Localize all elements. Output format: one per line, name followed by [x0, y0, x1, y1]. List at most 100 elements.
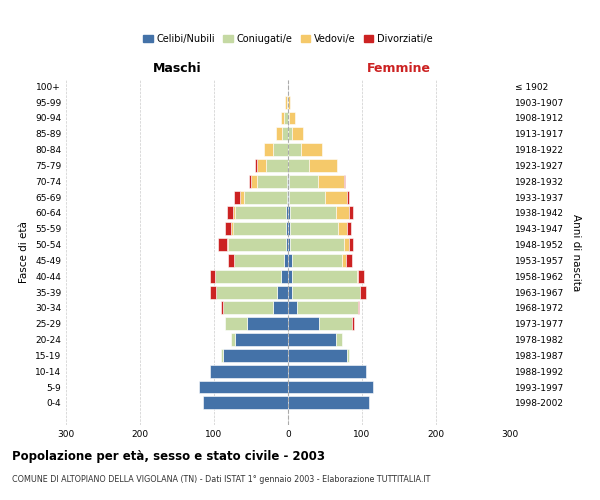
- Bar: [228, 238, 286, 251]
- Bar: [221, 349, 223, 362]
- Bar: [285, 96, 287, 108]
- Bar: [346, 254, 352, 267]
- Bar: [273, 302, 288, 314]
- Bar: [273, 143, 288, 156]
- Bar: [289, 112, 295, 124]
- Bar: [288, 175, 289, 188]
- Bar: [281, 270, 288, 282]
- Bar: [240, 190, 244, 203]
- Bar: [265, 143, 273, 156]
- Bar: [281, 112, 284, 124]
- Bar: [290, 222, 338, 235]
- Bar: [347, 349, 349, 362]
- Bar: [277, 286, 288, 298]
- Bar: [343, 175, 345, 188]
- Bar: [317, 175, 343, 188]
- Bar: [235, 333, 288, 346]
- Bar: [234, 190, 240, 203]
- Bar: [210, 286, 216, 298]
- Bar: [218, 238, 227, 251]
- Bar: [232, 222, 286, 235]
- Bar: [288, 254, 292, 267]
- Bar: [288, 270, 292, 282]
- Bar: [342, 254, 346, 267]
- Bar: [244, 190, 287, 203]
- Bar: [358, 270, 364, 282]
- Bar: [319, 317, 352, 330]
- Bar: [210, 364, 288, 378]
- Bar: [358, 302, 359, 314]
- Bar: [288, 128, 292, 140]
- Bar: [289, 190, 325, 203]
- Bar: [287, 96, 288, 108]
- Bar: [288, 222, 290, 235]
- Bar: [288, 238, 290, 251]
- Bar: [292, 254, 342, 267]
- Bar: [203, 396, 288, 409]
- Bar: [297, 302, 358, 314]
- Bar: [336, 206, 349, 220]
- Bar: [301, 143, 322, 156]
- Bar: [288, 206, 290, 220]
- Bar: [288, 349, 347, 362]
- Bar: [266, 159, 288, 172]
- Bar: [325, 190, 347, 203]
- Bar: [347, 222, 351, 235]
- Bar: [228, 254, 234, 267]
- Bar: [288, 396, 370, 409]
- Bar: [288, 286, 292, 298]
- Bar: [288, 112, 289, 124]
- Y-axis label: Fasce di età: Fasce di età: [19, 222, 29, 284]
- Bar: [284, 112, 288, 124]
- Bar: [282, 128, 288, 140]
- Bar: [357, 270, 358, 282]
- Bar: [290, 238, 344, 251]
- Bar: [231, 333, 235, 346]
- Bar: [257, 159, 266, 172]
- Bar: [235, 206, 286, 220]
- Bar: [286, 222, 288, 235]
- Y-axis label: Anni di nascita: Anni di nascita: [571, 214, 581, 291]
- Bar: [288, 159, 309, 172]
- Text: Popolazione per età, sesso e stato civile - 2003: Popolazione per età, sesso e stato civil…: [12, 450, 325, 463]
- Bar: [227, 206, 233, 220]
- Bar: [292, 128, 303, 140]
- Bar: [286, 238, 288, 251]
- Bar: [225, 317, 247, 330]
- Text: Femmine: Femmine: [367, 62, 431, 76]
- Bar: [223, 302, 273, 314]
- Bar: [247, 317, 288, 330]
- Bar: [290, 206, 336, 220]
- Bar: [287, 175, 288, 188]
- Bar: [288, 190, 289, 203]
- Bar: [343, 238, 349, 251]
- Legend: Celibi/Nubili, Coniugati/e, Vedovi/e, Divorziati/e: Celibi/Nubili, Coniugati/e, Vedovi/e, Di…: [139, 30, 437, 48]
- Bar: [349, 206, 353, 220]
- Bar: [309, 159, 337, 172]
- Bar: [288, 333, 336, 346]
- Bar: [347, 190, 349, 203]
- Bar: [276, 128, 282, 140]
- Bar: [360, 286, 366, 298]
- Bar: [336, 333, 342, 346]
- Bar: [216, 286, 277, 298]
- Bar: [231, 222, 233, 235]
- Bar: [221, 302, 223, 314]
- Bar: [289, 175, 317, 188]
- Bar: [338, 222, 347, 235]
- Bar: [199, 380, 288, 394]
- Bar: [234, 254, 284, 267]
- Bar: [227, 238, 228, 251]
- Bar: [288, 96, 290, 108]
- Bar: [349, 238, 353, 251]
- Text: Maschi: Maschi: [152, 62, 202, 76]
- Bar: [215, 270, 281, 282]
- Bar: [249, 175, 251, 188]
- Bar: [223, 349, 288, 362]
- Text: COMUNE DI ALTOPIANO DELLA VIGOLANA (TN) - Dati ISTAT 1° gennaio 2003 - Elaborazi: COMUNE DI ALTOPIANO DELLA VIGOLANA (TN) …: [12, 475, 430, 484]
- Bar: [292, 286, 360, 298]
- Bar: [288, 302, 297, 314]
- Bar: [284, 254, 288, 267]
- Bar: [251, 175, 257, 188]
- Bar: [209, 270, 215, 282]
